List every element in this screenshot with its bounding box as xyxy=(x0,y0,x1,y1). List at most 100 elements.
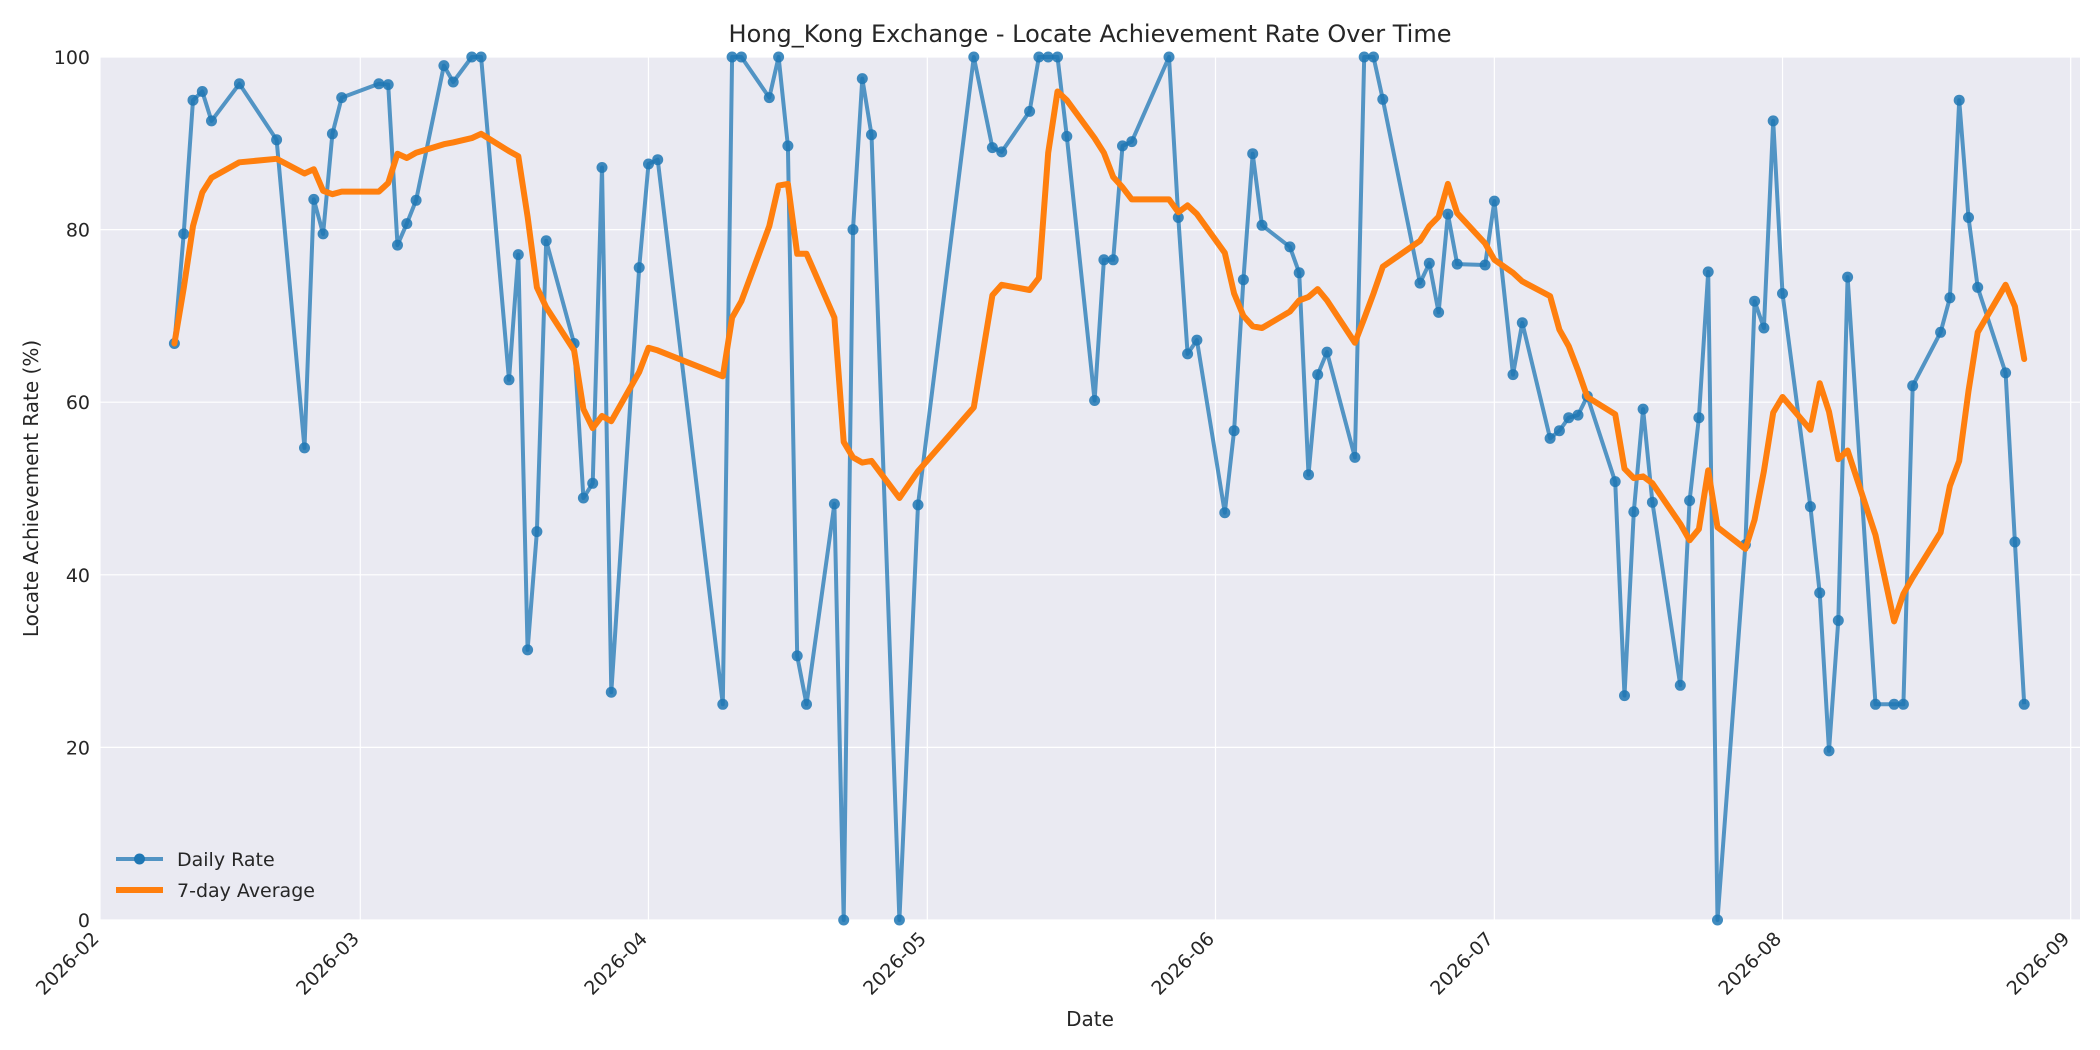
daily-rate-point xyxy=(392,239,403,251)
chart-title: Hong_Kong Exchange - Locate Achievement … xyxy=(729,20,1452,48)
daily-rate-point xyxy=(1693,412,1705,424)
daily-rate-point xyxy=(1553,425,1565,437)
daily-rate-point xyxy=(178,228,190,240)
daily-rate-point xyxy=(1256,219,1268,231)
daily-rate-point xyxy=(1814,587,1826,599)
daily-rate-point xyxy=(475,51,487,63)
daily-rate-point xyxy=(633,262,645,274)
seven-day-average-line xyxy=(171,88,2028,625)
daily-rate-point xyxy=(1219,507,1231,519)
daily-rate-point xyxy=(763,92,775,104)
daily-rate-point xyxy=(401,218,413,230)
daily-rate-point xyxy=(1321,346,1333,358)
y-tick-label: 40 xyxy=(66,565,90,587)
daily-rate-point xyxy=(1061,130,1073,142)
daily-rate-point xyxy=(531,526,543,538)
daily-rate-point xyxy=(1293,267,1305,279)
daily-rate-point xyxy=(2000,367,2012,379)
daily-rate-point xyxy=(187,94,199,106)
daily-rate-point xyxy=(968,51,980,63)
legend-average-label: 7-day Average xyxy=(177,880,315,902)
daily-rate-point xyxy=(893,914,905,926)
daily-rate-point xyxy=(1935,326,1947,338)
daily-rate-point xyxy=(1451,258,1463,270)
daily-rate-point xyxy=(1544,432,1556,444)
daily-rate-point xyxy=(1619,690,1630,702)
x-tick-label: 2026-08 xyxy=(1714,928,1786,1000)
daily-rate-point xyxy=(271,134,283,146)
daily-rate-point xyxy=(1414,277,1426,289)
daily-rate-point xyxy=(410,194,422,206)
daily-rate-point xyxy=(1247,148,1259,160)
x-tick-label: 2026-05 xyxy=(859,928,931,1000)
daily-rate-point xyxy=(1963,212,1974,223)
daily-rate-point xyxy=(1702,266,1714,278)
daily-rate-point xyxy=(1126,136,1138,148)
grid-lines xyxy=(99,56,2080,921)
daily-rate-point xyxy=(1368,51,1379,63)
daily-rate-point xyxy=(996,146,1008,158)
daily-rate-point xyxy=(801,698,812,710)
daily-rate-point xyxy=(1953,94,1965,106)
daily-rate-point xyxy=(1237,274,1249,286)
daily-rate-point xyxy=(596,162,608,173)
daily-rate-point xyxy=(782,140,794,152)
daily-rate-point xyxy=(382,79,394,91)
daily-rate-point xyxy=(1349,451,1361,463)
daily-rate-point xyxy=(1646,496,1658,508)
daily-rate-point xyxy=(1888,698,1900,710)
daily-rate-point xyxy=(847,224,859,236)
y-tick-label: 0 xyxy=(78,910,90,932)
daily-rate-point xyxy=(1563,412,1575,424)
daily-rate-point xyxy=(1758,322,1770,334)
daily-rate-point xyxy=(1767,115,1779,127)
daily-rate-point xyxy=(1052,51,1063,63)
daily-rate-point xyxy=(1191,334,1203,346)
daily-rate-point xyxy=(1897,698,1909,710)
daily-rate-point xyxy=(1804,501,1816,513)
daily-rate-point xyxy=(587,477,599,489)
x-axis-label: Date xyxy=(1066,1007,1114,1031)
daily-rate-point xyxy=(1944,292,1956,304)
daily-rate-point xyxy=(1228,425,1240,437)
y-axis-label: Locate Achievement Rate (%) xyxy=(19,340,43,637)
daily-rate-point xyxy=(1172,212,1184,223)
daily-rate-point xyxy=(1712,914,1723,926)
daily-rate-point xyxy=(206,115,217,127)
y-tick-label: 20 xyxy=(66,737,90,759)
plot-area xyxy=(100,57,2080,920)
daily-rate-point xyxy=(1832,615,1844,626)
daily-rate-point xyxy=(1907,380,1919,392)
daily-rate-point xyxy=(866,129,877,141)
legend-daily-marker xyxy=(134,853,145,865)
daily-rate-point xyxy=(791,650,803,662)
daily-rate-point xyxy=(1637,403,1649,415)
daily-rate-point xyxy=(1312,369,1324,381)
daily-rate-point xyxy=(1823,745,1835,757)
daily-rate-point xyxy=(1284,241,1296,253)
legend-daily-label: Daily Rate xyxy=(177,849,275,871)
daily-rate-point xyxy=(1479,259,1491,271)
daily-rate-point xyxy=(773,51,785,63)
daily-rate-point xyxy=(2009,536,2021,548)
daily-rate-point xyxy=(1107,254,1119,266)
daily-rate-line xyxy=(172,55,2027,922)
daily-rate-point xyxy=(336,92,348,104)
daily-rate-point xyxy=(986,142,998,154)
daily-rate-point xyxy=(1117,140,1128,152)
daily-rate-point xyxy=(503,374,515,386)
daily-rate-point xyxy=(1777,288,1788,299)
y-tick-label: 100 xyxy=(54,47,90,69)
daily-rate-point xyxy=(1870,698,1881,710)
daily-rate-point xyxy=(308,193,320,205)
daily-rate-point xyxy=(652,154,664,166)
daily-rate-point xyxy=(1609,476,1621,488)
daily-rate-point xyxy=(838,914,850,926)
daily-rate-point xyxy=(1182,348,1194,360)
daily-rate-point xyxy=(1098,254,1110,266)
daily-rate-point xyxy=(1024,105,1036,117)
daily-rate-point xyxy=(1303,469,1314,481)
daily-rate-point xyxy=(373,78,385,90)
daily-rate-point xyxy=(196,86,208,97)
